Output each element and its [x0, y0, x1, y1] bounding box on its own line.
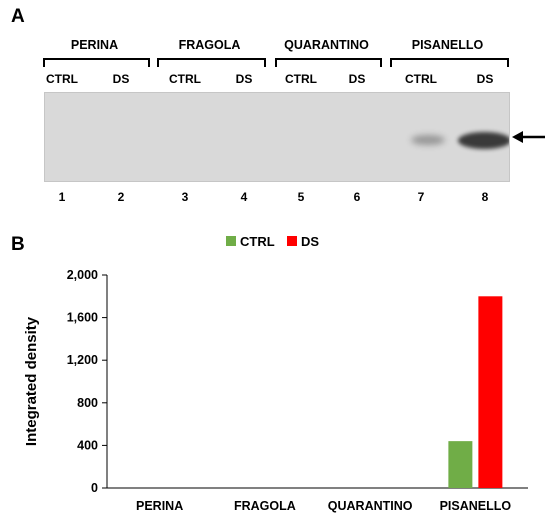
- bar-chart: CTRL DS 0 400 800 1,200 1,600 2,000 Integrated d…: [23, 234, 528, 513]
- lane-header-5: CTRL: [285, 72, 317, 86]
- lane-header-1: CTRL: [46, 72, 78, 86]
- group-label-perina: PERINA: [70, 38, 119, 52]
- y-tick-label: 800: [77, 396, 98, 410]
- legend-label-ctrl: CTRL: [240, 234, 275, 249]
- x-tick-label: FRAGOLA: [234, 499, 296, 513]
- panel-b-letter: B: [11, 234, 25, 255]
- western-blot-image: [44, 92, 510, 182]
- lane-header-2: DS: [112, 72, 130, 86]
- lane-header-4: DS: [235, 72, 253, 86]
- group-bracket-fragola: [157, 58, 266, 67]
- lane-header-8: DS: [476, 72, 494, 86]
- group-bracket-perina: [43, 58, 150, 67]
- y-tick-label: 0: [91, 481, 98, 495]
- lane-header-7: CTRL: [405, 72, 437, 86]
- band-lane-8: [457, 131, 509, 149]
- lane-number-2: 2: [117, 190, 125, 204]
- x-tick-label: PISANELLO: [440, 499, 512, 513]
- lane-number-7: 7: [417, 190, 425, 204]
- group-bracket-quarantino: [275, 58, 382, 67]
- lane-header-3: CTRL: [169, 72, 201, 86]
- arrow-left-icon: [512, 131, 545, 143]
- group-label-quarantino: QUARANTINO: [284, 38, 369, 52]
- legend-swatch-ctrl: [226, 236, 236, 246]
- lane-number-8: 8: [481, 190, 489, 204]
- lane-number-6: 6: [353, 190, 361, 204]
- y-tick-label: 400: [77, 438, 98, 452]
- y-tick-label: 2,000: [67, 268, 98, 282]
- y-tick-label: 1,600: [67, 311, 98, 325]
- y-tick-label: 1,200: [67, 353, 98, 367]
- lane-number-4: 4: [240, 190, 248, 204]
- group-bracket-pisanello: [390, 58, 509, 67]
- x-tick-label: PERINA: [136, 499, 183, 513]
- x-tick-label: QUARANTINO: [328, 499, 413, 513]
- group-label-pisanello: PISANELLO: [411, 38, 484, 52]
- lane-header-6: DS: [348, 72, 366, 86]
- lane-number-1: 1: [58, 190, 66, 204]
- legend-label-ds: DS: [301, 234, 319, 249]
- bar-ctrl-pisanello: [448, 441, 473, 488]
- group-label-fragola: FRAGOLA: [178, 38, 241, 52]
- bar-ds-pisanello: [478, 296, 503, 488]
- lane-number-5: 5: [297, 190, 305, 204]
- y-axis-label: Integrated density: [23, 316, 40, 446]
- lane-number-3: 3: [181, 190, 189, 204]
- band-lane-7: [411, 134, 445, 146]
- panel-a-letter: A: [11, 6, 25, 27]
- legend-swatch-ds: [287, 236, 297, 246]
